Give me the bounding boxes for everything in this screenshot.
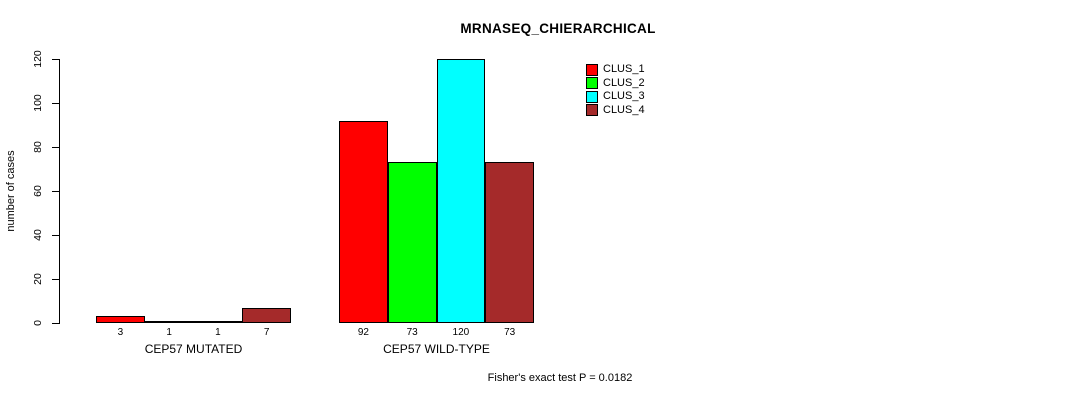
legend-swatch-icon [586,63,598,76]
bar-clus_2-mutated [144,321,194,323]
group-label-mutated: CEP57 MUTATED [144,342,243,356]
legend-item-clus_2: CLUS_2 [586,76,645,89]
y-axis-tick [52,322,59,324]
bar-value-label: 92 [357,327,369,338]
y-axis-line [59,59,60,324]
bar-clus_4-mutated [242,308,291,323]
y-axis-tick [52,234,59,236]
bar-value-label: 73 [406,327,418,338]
y-axis-tick [52,190,59,192]
legend-item-clus_3: CLUS_3 [586,90,645,103]
y-axis-tick [52,102,59,104]
legend-swatch-icon [586,104,598,116]
group-label-wild-type: CEP57 WILD-TYPE [383,342,490,356]
legend: CLUS_1 CLUS_2 CLUS_3 CLUS_4 [586,63,645,116]
bar-value-label: 1 [166,327,172,338]
bar-value-label: 3 [117,327,124,338]
bar-value-label: 73 [504,327,516,338]
annotation-text: Fisher's exact test P = 0.0182 [487,372,633,384]
legend-item-clus_4: CLUS_4 [586,103,645,116]
legend-label: CLUS_2 [603,76,645,89]
y-axis-tick-label: 80 [32,141,44,153]
legend-swatch-icon [586,77,598,89]
bar-clus_1-mutated [96,316,145,323]
legend-label: CLUS_1 [603,63,645,75]
y-axis-tick [52,58,59,60]
y-axis-tick [52,278,59,280]
y-axis-label: number of cases [5,150,17,232]
legend-item-clus_1: CLUS_1 [586,63,645,76]
bar-value-label: 120 [452,327,470,338]
y-axis-tick-label: 20 [32,273,44,285]
bar-clus_4-wild-type [485,162,534,323]
bar-clus_1-wild-type [339,121,388,323]
y-axis-tick [52,146,59,148]
y-axis-tick-label: 120 [32,50,44,68]
chart-title: MRNASEQ_CHIERARCHICAL [460,21,656,36]
y-axis-tick-label: 40 [32,229,44,241]
bar-value-label: 1 [215,327,221,338]
bar-value-label: 7 [263,327,270,338]
bar-clus_3-wild-type [436,59,486,323]
y-axis-tick-label: 0 [32,320,44,326]
bar-clus_2-wild-type [387,162,437,323]
legend-label: CLUS_4 [603,103,645,116]
y-axis-tick-label: 100 [32,94,44,112]
legend-label: CLUS_3 [603,90,645,102]
y-axis-tick-label: 60 [32,185,44,197]
legend-swatch-icon [586,90,598,103]
bar-clus_3-mutated [193,321,243,323]
